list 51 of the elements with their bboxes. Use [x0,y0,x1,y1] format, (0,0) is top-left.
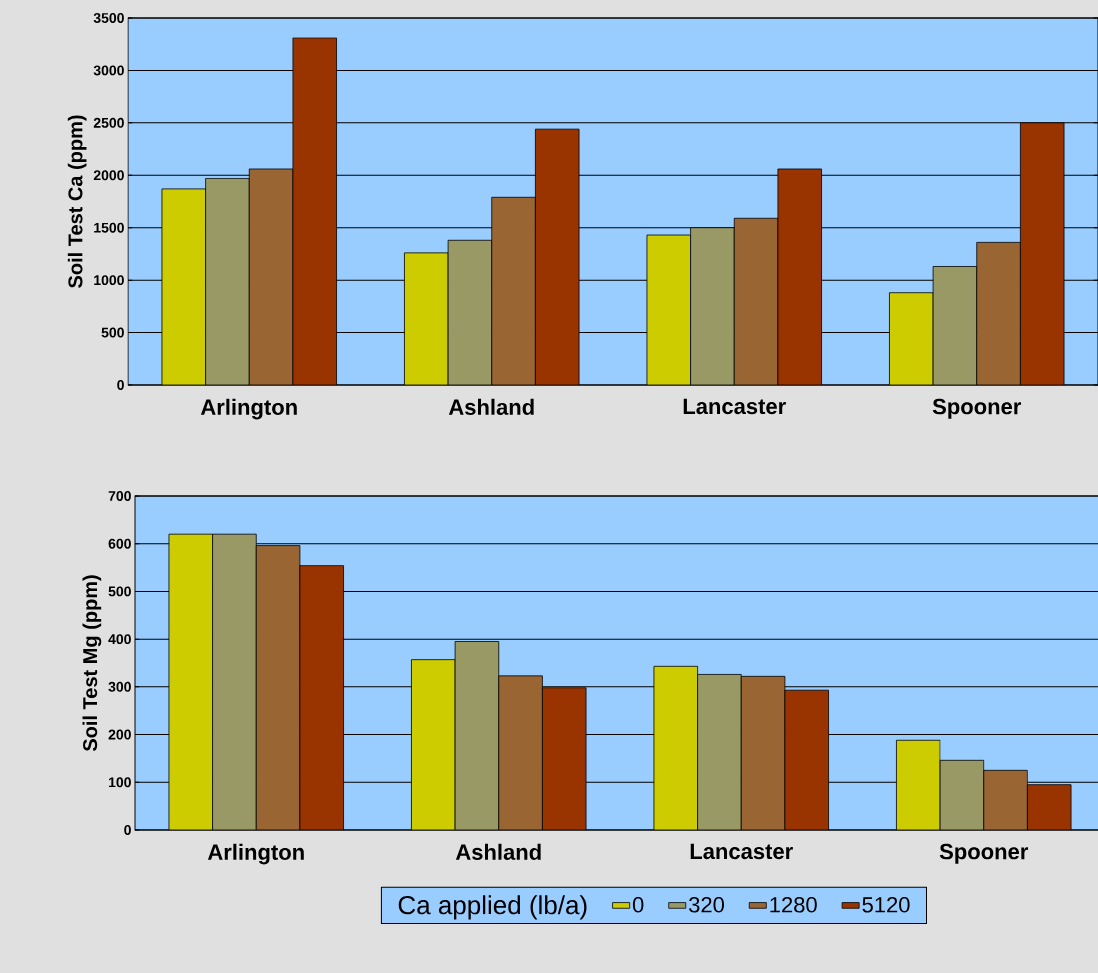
y-tick-label: 500 [101,327,124,338]
bar [733,217,779,385]
y-axis-title: Soil Test Mg (ppm) [82,575,102,752]
y-tick-label: 2500 [93,117,124,128]
bar [255,545,301,830]
y-tick-label: 1500 [94,222,124,233]
legend-label: 0 [632,896,644,913]
bar [983,769,1028,830]
y-axis-title: Soil Test Ca (ppm) [67,115,87,288]
x-tick-label: Lancaster [683,398,786,415]
x-tick-label: Spooner [932,398,1022,419]
y-tick-label: 2000 [93,170,124,181]
legend-title: Ca applied (lb/a) [398,895,587,920]
bar [491,196,536,385]
x-tick-label: Spooner [939,843,1029,864]
bar [939,759,985,830]
x-tick-label: Ashland [455,843,541,860]
y-tick-label: 1000 [94,275,124,286]
bar [889,292,934,385]
y-tick-label: 400 [108,634,131,645]
legend-label: 320 [688,896,724,913]
y-tick-label: 3000 [93,65,124,76]
legend-label: 1280 [770,896,817,913]
bar [896,739,941,830]
y-tick-label: 500 [108,586,131,597]
y-tick-label: 300 [108,681,131,692]
bar [248,168,294,385]
x-tick-label: Ashland [448,398,534,415]
bar [653,665,698,830]
bar [212,533,257,830]
bar [740,675,786,830]
bar [498,675,543,830]
bar [404,252,449,385]
x-tick-label: Lancaster [690,843,793,860]
y-tick-label: 0 [124,825,131,835]
y-tick-label: 3500 [93,13,124,23]
y-tick-label: 600 [108,538,131,549]
legend-label: 5120 [862,896,910,913]
y-tick-label: 700 [108,491,131,501]
y-tick-label: 200 [108,729,131,740]
y-tick-label: 100 [108,777,131,788]
x-tick-label: Arlington [200,398,297,420]
bar [646,234,691,385]
bar [454,641,500,830]
y-tick-label: 0 [117,380,124,390]
bar [161,188,206,385]
bar [411,659,456,830]
bar [168,533,214,830]
bar [976,241,1021,385]
bar [697,674,742,830]
x-tick-label: Arlington [207,843,304,865]
